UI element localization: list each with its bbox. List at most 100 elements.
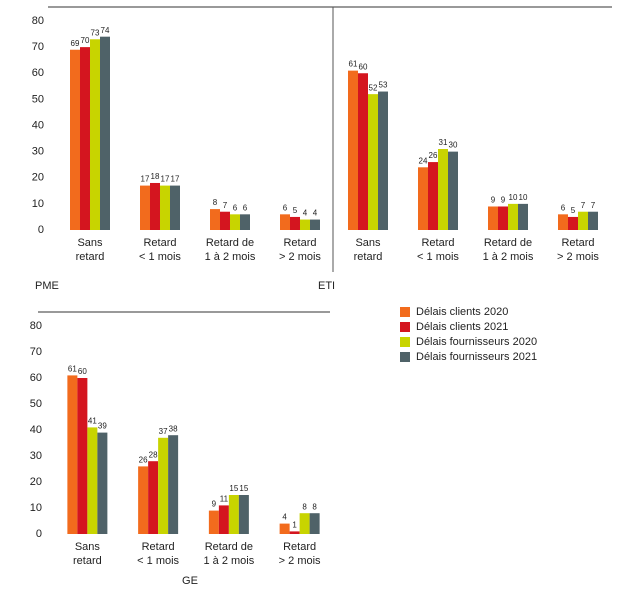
bar [558, 214, 568, 230]
bar [228, 495, 239, 534]
y-tick-label: 80 [30, 320, 42, 332]
bar [87, 427, 98, 534]
value-label: 17 [161, 175, 170, 184]
bar [67, 375, 78, 534]
bar [578, 211, 588, 230]
bar [240, 214, 250, 230]
chart-title: GE [182, 575, 198, 587]
value-label: 6 [233, 203, 238, 212]
y-tick-label: 40 [32, 119, 44, 131]
bar [158, 437, 169, 534]
x-tick-label: Retard de 1 à 2 mois [204, 541, 255, 567]
bar [138, 466, 149, 534]
x-tick-label: Sans retard [73, 541, 102, 567]
bar [300, 219, 310, 230]
bar [418, 167, 428, 230]
bar [100, 36, 110, 230]
y-tick-label: 70 [30, 346, 42, 358]
bar [428, 162, 438, 230]
chart-title: ETI [318, 280, 335, 292]
value-label: 5 [571, 206, 576, 215]
legend-label: Délais clients 2020 [416, 306, 508, 318]
y-tick-label: 20 [30, 476, 42, 488]
bar [438, 149, 448, 230]
value-label: 69 [71, 39, 80, 48]
bar [148, 461, 159, 534]
value-label: 26 [429, 151, 438, 160]
x-tick-label: Retard < 1 mois [139, 237, 181, 263]
value-label: 30 [449, 141, 458, 150]
bar [170, 185, 180, 230]
bar [518, 203, 528, 230]
y-tick-label: 40 [30, 424, 42, 436]
value-label: 41 [88, 417, 97, 426]
y-tick-label: 80 [32, 15, 44, 27]
value-label: 6 [561, 203, 566, 212]
bar [150, 182, 160, 230]
x-tick-label: Retard < 1 mois [137, 541, 179, 567]
value-label: 8 [302, 502, 307, 511]
y-tick-label: 0 [38, 224, 44, 236]
value-label: 4 [282, 513, 287, 522]
bar [230, 214, 240, 230]
value-label: 6 [243, 203, 248, 212]
y-tick-label: 70 [32, 41, 44, 53]
bar [508, 203, 518, 230]
value-label: 60 [359, 62, 368, 71]
bar [218, 505, 229, 534]
bar [279, 523, 290, 534]
bar [368, 94, 378, 231]
x-tick-label: Retard < 1 mois [417, 237, 459, 263]
bar [448, 151, 458, 230]
y-tick-label: 60 [32, 67, 44, 79]
value-label: 53 [379, 81, 388, 90]
y-tick-label: 50 [30, 398, 42, 410]
bar [160, 185, 170, 230]
value-label: 39 [98, 422, 107, 431]
value-label: 61 [349, 60, 358, 69]
bar [290, 216, 300, 230]
x-tick-label: Sans retard [354, 237, 383, 263]
value-label: 52 [369, 83, 378, 92]
y-tick-label: 10 [30, 502, 42, 514]
bar [309, 513, 320, 534]
value-label: 8 [213, 198, 218, 207]
bar [588, 211, 598, 230]
bar [97, 432, 108, 534]
value-label: 18 [151, 172, 160, 181]
x-tick-label: Retard de 1 à 2 mois [483, 237, 534, 263]
value-label: 15 [239, 484, 248, 493]
value-label: 70 [81, 36, 90, 45]
x-tick-label: Retard > 2 mois [279, 541, 321, 567]
value-label: 17 [141, 175, 150, 184]
bar [488, 206, 498, 230]
bar [70, 49, 80, 230]
bar [80, 47, 90, 230]
bar [289, 531, 300, 534]
x-tick-label: Retard > 2 mois [279, 237, 321, 263]
bar [77, 378, 88, 534]
value-label: 37 [159, 427, 168, 436]
bar [348, 70, 358, 230]
value-label: 7 [591, 201, 596, 210]
y-tick-label: 20 [32, 172, 44, 184]
legend-swatch [400, 352, 410, 362]
legend-swatch [400, 322, 410, 332]
value-label: 9 [212, 500, 217, 509]
value-label: 15 [229, 484, 238, 493]
legend-swatch [400, 307, 410, 317]
value-label: 9 [491, 196, 496, 205]
value-label: 1 [292, 521, 297, 530]
bar [280, 214, 290, 230]
value-label: 24 [419, 156, 428, 165]
bar [210, 209, 220, 230]
chart-title: PME [35, 280, 59, 292]
bar [568, 216, 578, 230]
y-tick-label: 60 [30, 372, 42, 384]
value-label: 31 [439, 138, 448, 147]
bar [498, 206, 508, 230]
value-label: 7 [223, 201, 228, 210]
value-label: 10 [519, 193, 528, 202]
bar [140, 185, 150, 230]
